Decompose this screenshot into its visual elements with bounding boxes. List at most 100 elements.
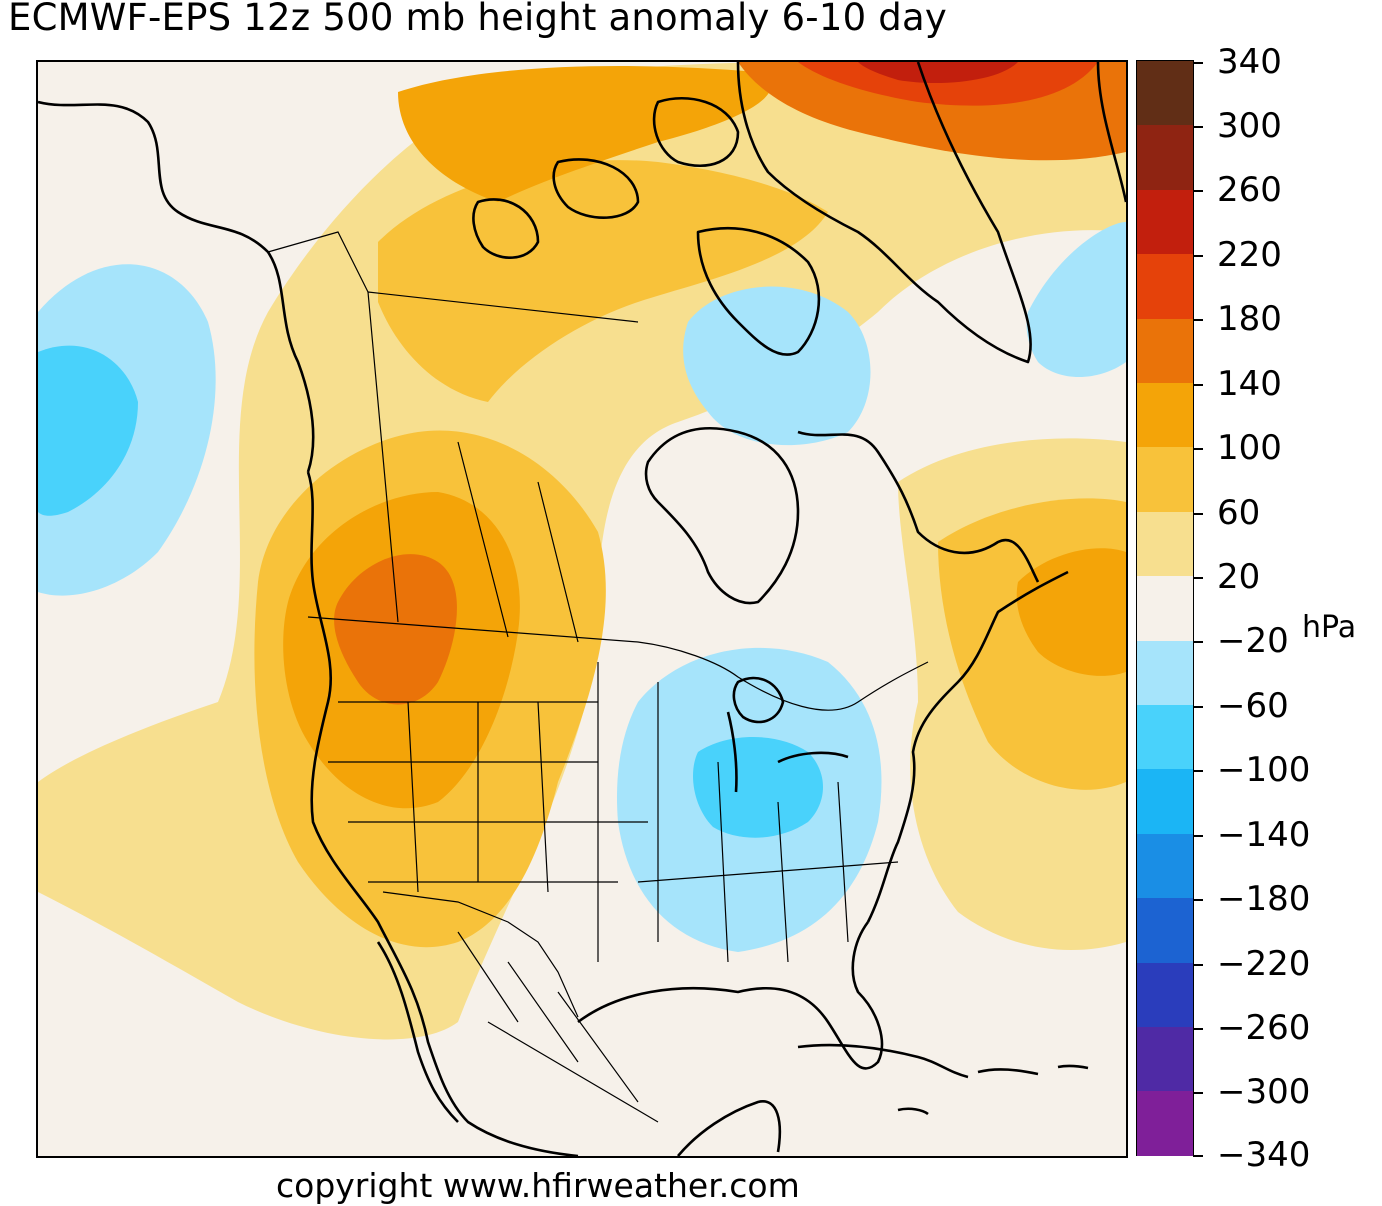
arctic-island-2 — [552, 158, 640, 219]
colorbar-tick — [1193, 1155, 1203, 1157]
yucatan — [677, 1100, 782, 1156]
colorbar-tick-label: 340 — [1217, 42, 1282, 82]
canada-provinces — [367, 291, 639, 643]
colorbar-tick — [1193, 384, 1203, 386]
colorbar-segment — [1137, 125, 1193, 190]
copyright-notice: copyright www.hfirweather.com — [276, 1166, 800, 1205]
colorbar-tick-label: 20 — [1217, 557, 1261, 597]
colorbar-tick — [1193, 770, 1203, 772]
baja-peninsula — [376, 941, 459, 1123]
us-mexico-border — [382, 891, 579, 1018]
anomaly-60-100-north — [378, 160, 828, 402]
alaska-coast — [38, 100, 315, 473]
colorbar-tick — [1193, 513, 1203, 515]
lake-erie — [777, 751, 849, 764]
colorbar-tick-label: 140 — [1217, 364, 1282, 404]
baffin-island — [696, 226, 821, 356]
great-lakes — [732, 676, 785, 724]
political-borders — [267, 231, 929, 1123]
anomaly-100-140-atlantic — [1016, 548, 1126, 676]
hispaniola — [977, 1068, 1039, 1076]
colorbar-tick-label: −100 — [1217, 750, 1311, 790]
anomaly-140-180-west — [334, 554, 457, 705]
colorbar-segment — [1137, 61, 1193, 126]
colorbar-tick-label: 260 — [1217, 170, 1282, 210]
negative-anomaly-fields — [38, 222, 1126, 952]
anomaly-neg-hudson-bay — [683, 286, 871, 446]
colorbar — [1136, 60, 1194, 1156]
colorbar-tick — [1193, 62, 1203, 64]
hudson-bay-coast — [644, 426, 800, 605]
colorbar-tick — [1193, 126, 1203, 128]
colorbar-tick-label: 180 — [1217, 299, 1282, 339]
colorbar-tick-label: −300 — [1217, 1072, 1311, 1112]
colorbar-segment — [1137, 640, 1193, 705]
colorbar-tick-label: 100 — [1217, 428, 1282, 468]
coastlines — [38, 62, 1126, 1156]
colorbar-tick — [1193, 641, 1203, 643]
colorbar-segment — [1137, 254, 1193, 319]
colorbar-tick — [1193, 964, 1203, 966]
colorbar-segment — [1137, 1027, 1193, 1092]
jamaica — [897, 1107, 929, 1116]
colorbar-tick — [1193, 1028, 1203, 1030]
map-panel — [36, 60, 1128, 1158]
colorbar-tick-label: 220 — [1217, 235, 1282, 275]
anomaly-220-260-arctic — [858, 62, 1018, 83]
colorbar-tick — [1193, 1092, 1203, 1094]
mexico-states — [457, 931, 659, 1123]
colorbar-tick — [1193, 577, 1203, 579]
colorbar-segment — [1137, 705, 1193, 770]
colorbar-tick — [1193, 835, 1203, 837]
greenland-east — [1096, 62, 1126, 203]
labrador-coast — [797, 430, 1040, 583]
colorbar-segment — [1137, 1091, 1193, 1156]
anomaly-100-140-north — [398, 66, 771, 202]
us-states — [328, 662, 899, 963]
colorbar-tick-label: 60 — [1217, 493, 1261, 533]
colorbar-tick — [1193, 255, 1203, 257]
colorbar-tick-label: −140 — [1217, 815, 1311, 855]
colorbar-unit-label: hPa — [1302, 610, 1357, 645]
colorbar-segment — [1137, 769, 1193, 834]
colorbar-segment — [1137, 898, 1193, 963]
gulf-coast — [577, 921, 884, 1070]
colorbar-tick-label: −20 — [1217, 621, 1289, 661]
arctic-island-3 — [652, 96, 740, 167]
colorbar-tick — [1193, 448, 1203, 450]
cuba — [797, 1043, 969, 1079]
colorbar-tick — [1193, 319, 1203, 321]
anomaly-neg-labrador — [1026, 222, 1126, 377]
canada-us-border — [307, 616, 929, 711]
alaska-canada-border — [267, 231, 369, 293]
colorbar-tick — [1193, 190, 1203, 192]
colorbar-segment — [1137, 576, 1193, 641]
anomaly-180-220-arctic — [798, 62, 1098, 106]
colorbar-segment — [1137, 447, 1193, 512]
colorbar-segment — [1137, 383, 1193, 448]
anomaly-neg-east-us-60-100 — [693, 737, 823, 838]
pacific-coast — [306, 471, 579, 1156]
chart-title: ECMWF-EPS 12z 500 mb height anomaly 6-10… — [8, 0, 947, 39]
colorbar-segment — [1137, 511, 1193, 577]
colorbar-tick — [1193, 899, 1203, 901]
colorbar-tick-label: −340 — [1217, 1135, 1311, 1175]
colorbar-tick — [1193, 706, 1203, 708]
arctic-island-1 — [472, 198, 540, 259]
colorbar-tick-label: −220 — [1217, 944, 1311, 984]
colorbar-segment — [1137, 318, 1193, 383]
puerto-rico — [1057, 1064, 1089, 1070]
lake-michigan — [726, 711, 738, 793]
colorbar-segment — [1137, 833, 1193, 899]
colorbar-tick-label: −260 — [1217, 1008, 1311, 1048]
colorbar-tick-label: −180 — [1217, 879, 1311, 919]
colorbar-segment — [1137, 962, 1193, 1027]
anomaly-neg-gulf-of-alaska-60-100 — [38, 345, 138, 516]
atlantic-coast — [866, 570, 1069, 923]
colorbar-tick-label: 300 — [1217, 106, 1282, 146]
anomaly-map — [38, 62, 1126, 1156]
colorbar-tick-label: −60 — [1217, 686, 1289, 726]
positive-anomaly-fields — [38, 62, 1126, 1040]
colorbar-segment — [1137, 189, 1193, 255]
greenland-coast — [736, 62, 1032, 364]
